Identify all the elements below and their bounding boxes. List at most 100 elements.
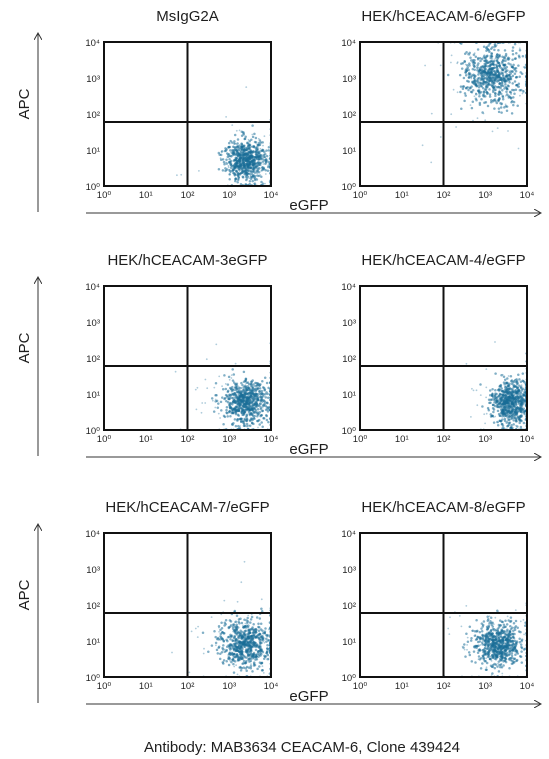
panel-title: MsIgG2A xyxy=(156,8,219,25)
data-point xyxy=(479,84,483,88)
data-point xyxy=(476,117,479,120)
data-point xyxy=(246,169,250,172)
data-point xyxy=(201,402,204,404)
data-point xyxy=(476,48,480,51)
data-point xyxy=(217,412,220,415)
data-point xyxy=(518,421,521,425)
data-point xyxy=(258,139,262,142)
data-point xyxy=(471,629,475,633)
data-point xyxy=(228,648,232,651)
data-point xyxy=(508,90,512,94)
data-point xyxy=(255,405,258,409)
data-point xyxy=(219,417,222,419)
data-point xyxy=(262,394,265,398)
x-tick-label: 10² xyxy=(437,434,451,445)
data-point xyxy=(517,418,521,421)
data-point xyxy=(237,172,240,175)
data-point xyxy=(260,636,264,639)
y-tick-label: 10¹ xyxy=(342,390,356,401)
data-point xyxy=(503,388,507,391)
data-point xyxy=(257,382,260,386)
data-point xyxy=(249,653,252,656)
data-point xyxy=(512,63,515,67)
data-point xyxy=(498,64,501,68)
data-point xyxy=(486,615,489,619)
data-point xyxy=(243,560,246,563)
data-point xyxy=(512,423,515,426)
data-point xyxy=(249,177,253,181)
data-point xyxy=(509,404,512,408)
data-point xyxy=(507,130,509,132)
data-point xyxy=(490,641,494,645)
data-point xyxy=(237,658,240,661)
data-point xyxy=(262,417,265,420)
data-point xyxy=(505,90,508,93)
data-point xyxy=(495,654,498,658)
data-point xyxy=(233,407,236,411)
data-point xyxy=(244,661,248,664)
data-point xyxy=(472,650,476,653)
data-point xyxy=(259,147,262,150)
data-point xyxy=(260,154,263,157)
data-point xyxy=(258,143,262,147)
data-point xyxy=(455,126,457,128)
data-point xyxy=(506,424,510,427)
data-point xyxy=(476,79,479,82)
data-point xyxy=(505,393,508,397)
data-point xyxy=(478,648,481,651)
data-point xyxy=(248,412,252,416)
x-axis-label: eGFP xyxy=(289,197,328,214)
data-point xyxy=(232,648,236,651)
data-point xyxy=(493,43,497,46)
data-point xyxy=(485,90,488,94)
data-point xyxy=(190,630,193,633)
data-point xyxy=(237,635,240,639)
data-point xyxy=(264,396,268,399)
data-point xyxy=(464,655,467,658)
data-point xyxy=(463,648,466,651)
data-point xyxy=(508,421,512,425)
data-point xyxy=(460,107,463,111)
data-point xyxy=(465,632,468,635)
data-point xyxy=(213,386,216,389)
data-point xyxy=(251,135,255,139)
data-point xyxy=(261,409,264,413)
data-point xyxy=(225,162,229,165)
data-point xyxy=(258,632,262,636)
data-point xyxy=(266,165,270,169)
y-tick-label: 10² xyxy=(86,110,100,121)
data-point xyxy=(234,385,237,389)
data-point xyxy=(237,405,241,408)
data-point xyxy=(261,141,264,144)
data-point xyxy=(519,395,523,399)
data-point xyxy=(242,406,246,409)
data-point xyxy=(258,617,262,620)
data-point xyxy=(234,424,238,428)
y-tick-label: 10⁰ xyxy=(342,673,357,684)
data-point xyxy=(493,59,496,63)
data-point xyxy=(241,636,244,639)
data-point xyxy=(241,170,244,173)
data-point xyxy=(223,650,227,654)
data-point xyxy=(246,142,249,145)
data-point xyxy=(506,615,509,618)
data-point xyxy=(203,647,205,650)
data-point xyxy=(471,387,473,390)
data-point xyxy=(247,614,250,617)
data-point xyxy=(252,144,256,148)
data-point xyxy=(488,648,491,652)
data-point xyxy=(222,423,225,426)
data-point xyxy=(241,413,244,416)
x-tick-label: 10¹ xyxy=(139,190,153,201)
data-point xyxy=(506,414,510,417)
y-tick-label: 10⁴ xyxy=(341,38,356,49)
data-point xyxy=(493,98,497,101)
data-point xyxy=(497,623,501,627)
data-point xyxy=(261,406,264,409)
y-tick-label: 10⁴ xyxy=(85,282,100,293)
data-point xyxy=(497,107,501,110)
data-point xyxy=(233,148,237,151)
data-point xyxy=(473,634,477,637)
data-point xyxy=(502,402,506,405)
data-point xyxy=(231,368,234,371)
